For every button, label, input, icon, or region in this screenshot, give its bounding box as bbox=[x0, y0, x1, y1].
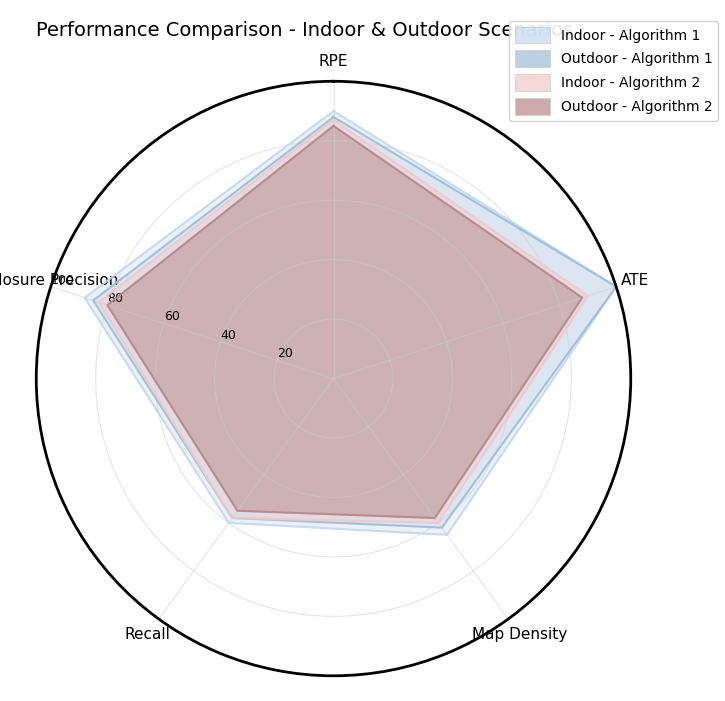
Polygon shape bbox=[85, 111, 616, 535]
Polygon shape bbox=[94, 117, 616, 528]
Polygon shape bbox=[107, 126, 582, 518]
Legend: Indoor - Algorithm 1, Outdoor - Algorithm 1, Indoor - Algorithm 2, Outdoor - Alg: Indoor - Algorithm 1, Outdoor - Algorith… bbox=[510, 21, 718, 121]
Text: Performance Comparison - Indoor & Outdoor Scenarios: Performance Comparison - Indoor & Outdoo… bbox=[36, 21, 573, 40]
Polygon shape bbox=[99, 120, 588, 523]
